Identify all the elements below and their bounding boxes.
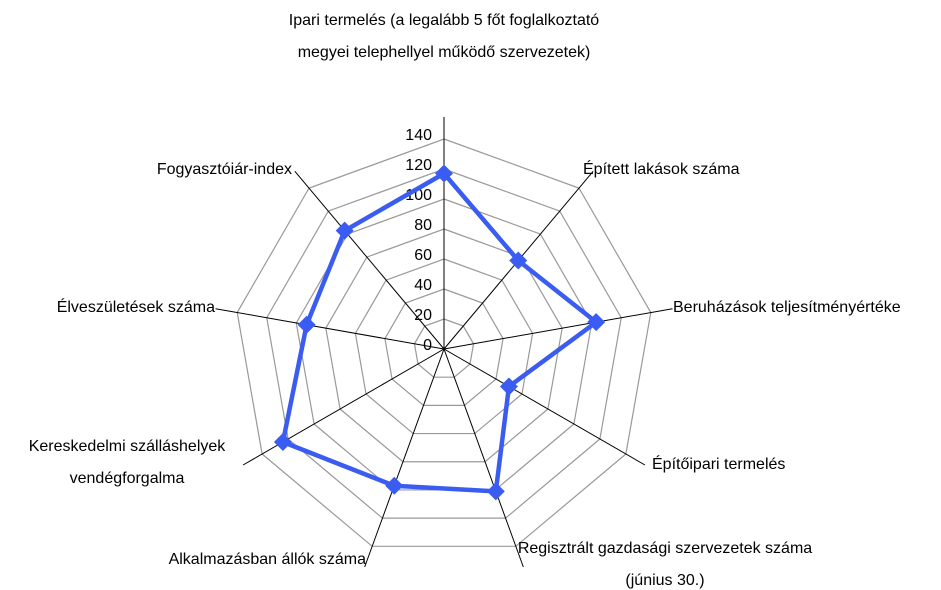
spoke [443,348,524,568]
axis-label: Építőipari termelés [652,456,786,473]
r-tick-label: 40 [414,277,432,294]
axis-label: Beruházások teljesítményértéke [673,299,901,316]
spoke [242,348,445,466]
spoke [215,308,445,350]
r-tick-label: 140 [405,127,432,144]
marker [335,221,354,240]
r-tick-label: 0 [423,337,432,354]
axis-label: Regisztrált gazdasági szervezetek száma … [517,540,813,589]
r-tick-label: 80 [414,217,432,234]
grid-ring [266,168,622,519]
grid-ring [236,138,652,547]
series-line [280,171,599,494]
marker [435,164,453,183]
marker [297,315,316,334]
marker [499,377,518,396]
marker [587,313,606,332]
grid-ring [384,288,504,406]
spoke [364,348,445,568]
spoke [443,348,646,466]
axis-label: Kereskedelmi szálláshelyek vendégforgalm… [28,438,226,487]
r-tick-label: 20 [414,307,432,324]
marker [486,482,505,501]
axis-label: Ipari termelés (a legalább 5 főt foglalk… [288,12,600,61]
spoke [443,308,673,350]
r-tick-label: 60 [414,247,432,264]
grid-ring [413,318,475,378]
r-tick-label: 120 [405,157,432,174]
grid-ring [354,258,534,435]
marker [385,476,404,495]
axis-label: Fogyasztóiár-index [156,161,292,178]
spoke [294,170,445,350]
axis-label: Alkalmazásban állók száma [168,551,366,568]
grid-ring [325,228,563,463]
axis-label: Élveszületések száma [56,299,215,316]
marker [273,433,292,451]
axis-label: Épített lakások száma [583,161,740,178]
marker [509,251,528,270]
